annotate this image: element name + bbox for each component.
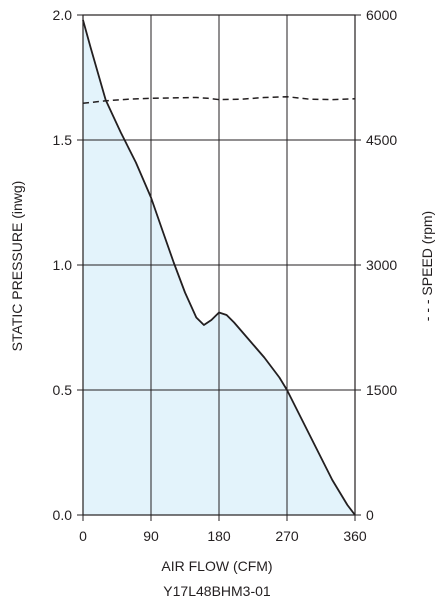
y-tick-label: 0.0 — [53, 507, 73, 523]
grid-layer — [83, 15, 355, 515]
frame-layer — [77, 14, 361, 521]
x-tick-label: 270 — [275, 528, 299, 544]
x-tick-label: 180 — [207, 528, 231, 544]
y2-tick-label: 1500 — [366, 382, 397, 398]
y-tick-label: 2.0 — [53, 7, 73, 23]
x-tick-label: 360 — [343, 528, 367, 544]
y2-tick-label: 0 — [366, 507, 374, 523]
y-tick-label: 1.5 — [53, 132, 73, 148]
y-tick-label: 1.0 — [53, 257, 73, 273]
y2-axis-title: - - - SPEED (rpm) — [419, 211, 435, 321]
y-tick-label: 0.5 — [53, 382, 73, 398]
series-layer — [82, 19, 356, 516]
static-pressure-line — [82, 19, 356, 516]
y2-tick-label: 6000 — [366, 7, 397, 23]
y2-tick-label: 3000 — [366, 257, 397, 273]
y2-tick-label: 4500 — [366, 132, 397, 148]
model-label: Y17L48BHM3-01 — [163, 583, 271, 599]
speed-dashed-line — [82, 95, 356, 105]
x-axis-title: AIR FLOW (CFM) — [161, 558, 272, 574]
x-tick-label: 90 — [143, 528, 159, 544]
x-tick-label: 0 — [79, 528, 87, 544]
y-axis-title: STATIC PRESSURE (inwg) — [9, 181, 25, 352]
tick-layer: 0.0 0.5 1.0 1.5 2.0 0 1500 3000 4500 6000 0 90 180 27… — [53, 7, 398, 544]
